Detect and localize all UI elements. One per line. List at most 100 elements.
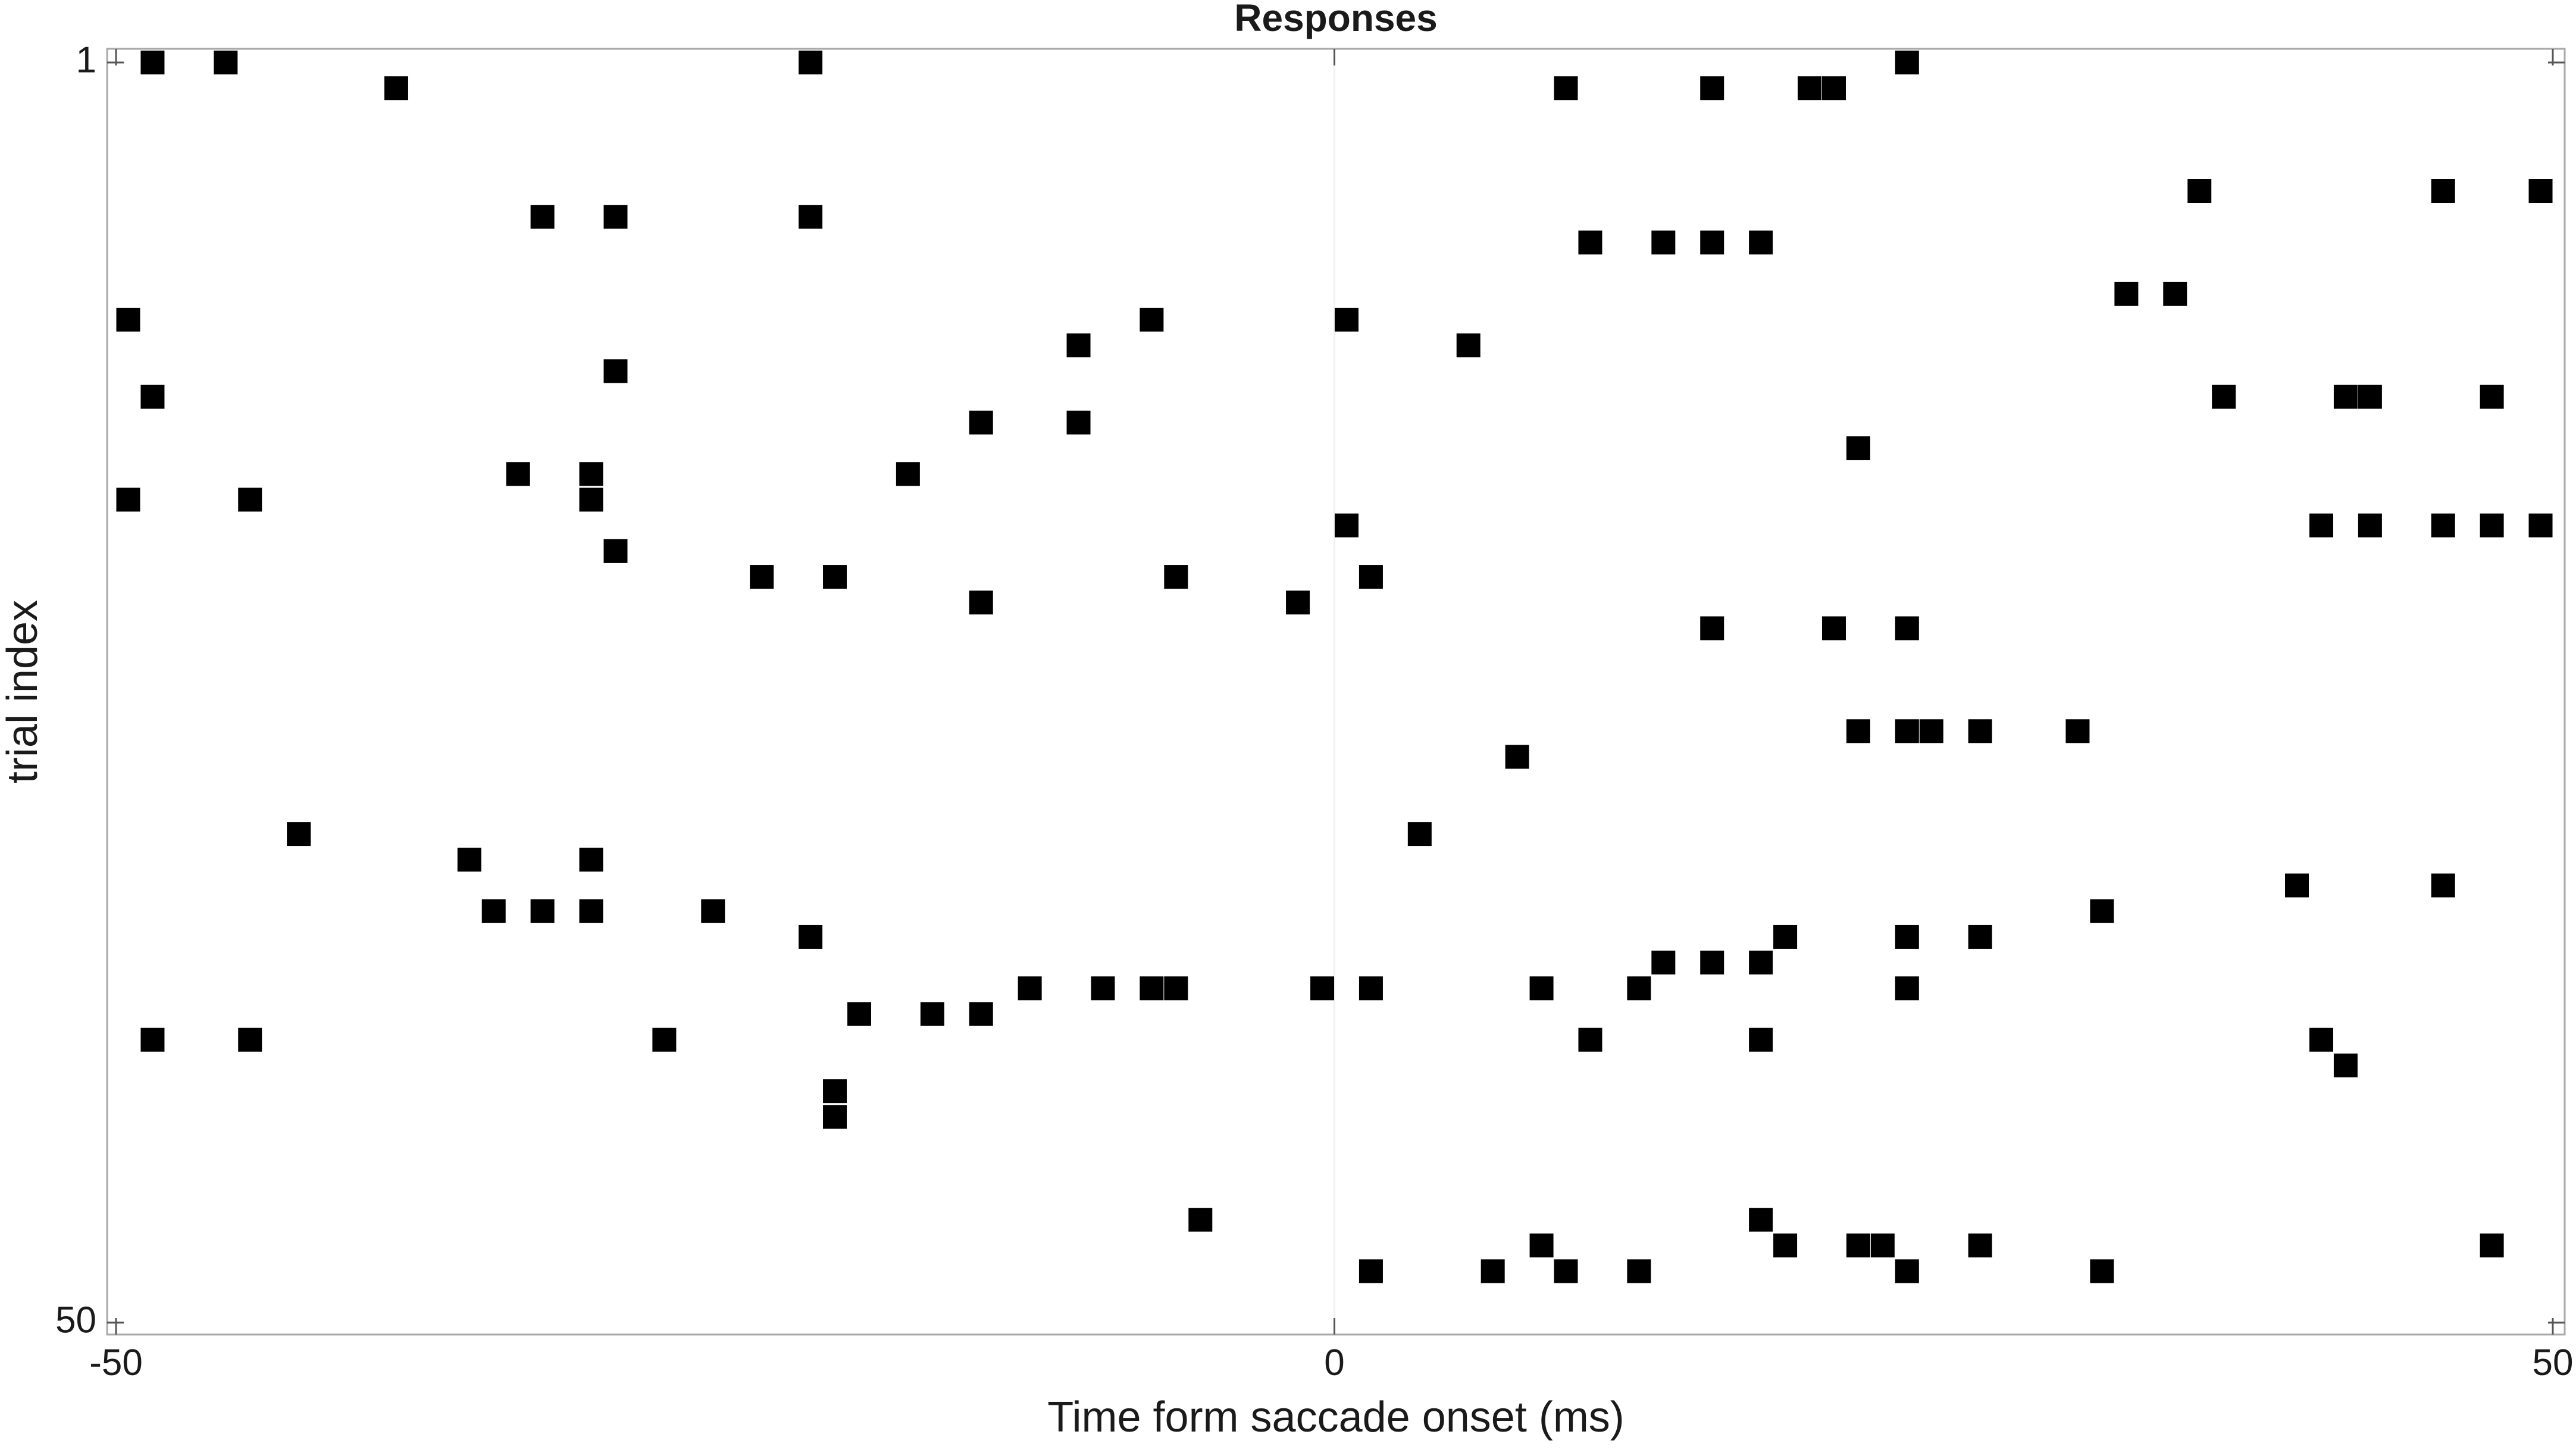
data-point [579,488,603,512]
data-point [1481,1259,1505,1283]
data-point [1578,1027,1602,1052]
data-point [1018,976,1042,1001]
data-point [1188,1208,1213,1232]
data-point [1798,76,1822,101]
data-point [1749,1208,1773,1232]
data-point [823,1105,847,1129]
y-tick-label: 50 [55,1299,96,1340]
data-point [1895,719,1919,743]
data-point [1359,565,1383,589]
data-point [603,539,628,563]
data-point [1651,230,1676,255]
data-point [1700,230,1724,255]
data-point [1846,719,1870,743]
data-point [2528,179,2553,204]
data-point [1140,976,1164,1001]
data-point [1968,1233,1992,1258]
x-tick-label: -50 [89,1342,143,1383]
data-point [140,385,165,409]
data-point [969,410,993,435]
data-point [506,462,530,486]
data-point [1821,76,1846,101]
data-point [1310,976,1335,1001]
data-point [1895,51,1919,74]
data-point [1895,924,1919,949]
data-point [287,822,311,846]
data-point [1919,719,1943,743]
data-point [1578,230,1602,255]
data-point [457,848,481,872]
data-point [481,899,506,923]
data-point [823,565,847,589]
data-point [2431,873,2455,898]
data-point [1773,924,1798,949]
data-markers [116,51,2553,1283]
data-point [1968,924,1992,949]
x-tick-label: 0 [1324,1342,1344,1383]
data-point [116,308,140,332]
data-point [238,488,262,512]
data-point [1164,565,1188,589]
data-point [530,205,555,229]
data-point [140,51,165,74]
data-point [969,1002,993,1026]
y-tick-label: 1 [76,39,96,80]
data-point [1846,1233,1870,1258]
data-point [701,899,725,923]
data-point [1529,1233,1554,1258]
data-point [799,924,823,949]
data-point [1870,1233,1895,1258]
data-point [2163,282,2187,306]
data-point [116,488,140,512]
data-point [2358,385,2382,409]
data-point [1091,976,1115,1001]
data-point [2333,385,2358,409]
x-tick-label: 50 [2533,1342,2574,1383]
data-point [920,1002,944,1026]
data-point [579,899,603,923]
data-point [1651,951,1676,975]
data-point [1554,1259,1578,1283]
data-point [896,462,920,486]
data-point [1700,951,1724,975]
data-point [2090,1259,2114,1283]
chart-title: Responses [1234,0,1437,39]
data-point [2431,179,2455,204]
data-point [1334,308,1359,332]
data-point [1164,976,1188,1001]
data-point [799,51,823,74]
data-point [1334,513,1359,538]
data-point [238,1027,262,1052]
data-point [1846,436,1870,461]
data-point [1700,76,1724,101]
data-point [1140,308,1164,332]
data-point [969,590,993,615]
data-point [579,848,603,872]
data-point [530,899,555,923]
data-point [1286,590,1310,615]
data-point [1895,1259,1919,1283]
x-axis-label: Time form saccade onset (ms) [1047,1393,1625,1441]
data-point [1773,1233,1798,1258]
data-point [214,51,238,74]
data-point [2187,179,2212,204]
data-point [603,359,628,383]
data-point [652,1027,677,1052]
data-point [1407,822,1432,846]
data-point [1066,333,1091,358]
data-point [1895,616,1919,640]
data-point [1968,719,1992,743]
data-point [750,565,774,589]
data-point [1359,1259,1383,1283]
data-point [799,205,823,229]
data-point [2212,385,2236,409]
data-point [2285,873,2309,898]
data-point [1505,745,1529,769]
data-point [1529,976,1554,1001]
data-point [2065,719,2090,743]
data-point [2309,513,2333,538]
data-point [1749,230,1773,255]
data-point [1700,616,1724,640]
data-point [2480,385,2504,409]
